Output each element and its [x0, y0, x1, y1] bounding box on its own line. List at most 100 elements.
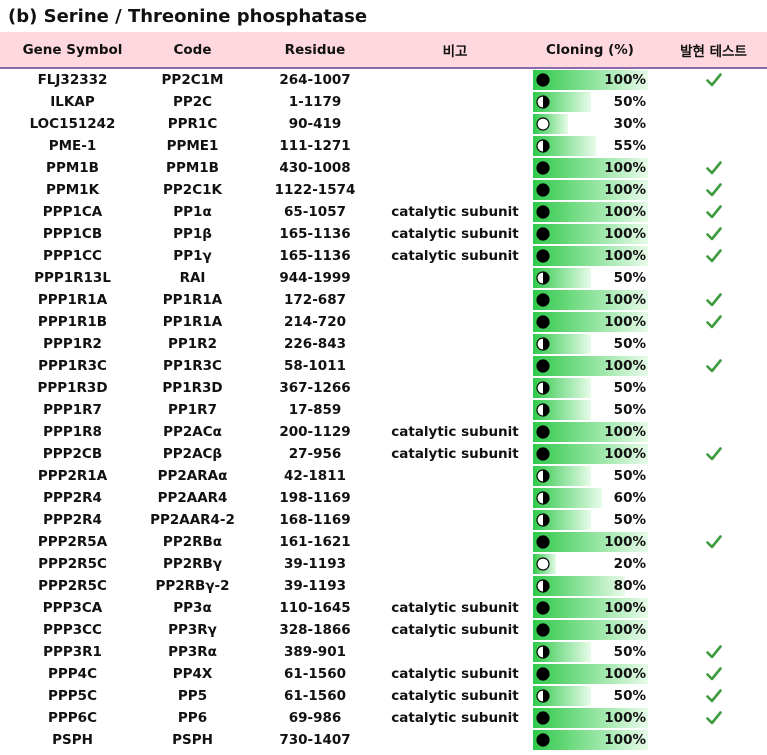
status-icon [536, 337, 550, 351]
cloning-bar [533, 510, 591, 530]
check-path [705, 293, 722, 307]
cell-test [660, 377, 767, 399]
cell-code: PPME1 [166, 138, 219, 154]
table-row: PPP2R4 PP2AAR4-2 168-1169 50% [0, 509, 767, 531]
icon-half [543, 470, 549, 482]
cell-residue: 90-419 [288, 116, 342, 132]
cell-test [660, 531, 767, 553]
cloning-label: 100% [604, 534, 646, 550]
table-row: PPM1K PP2C1K 1122-1574 100% [0, 179, 767, 201]
cloning-bar [533, 708, 648, 728]
cloning-label: 100% [604, 732, 646, 748]
cloning-bar [533, 444, 648, 464]
check-path [705, 535, 722, 549]
icon-half [543, 338, 549, 350]
cloning-label: 50% [613, 380, 646, 396]
cell-test [660, 685, 767, 707]
cloning-bar [533, 378, 591, 398]
check-path [705, 249, 722, 263]
icon-ring [536, 601, 550, 615]
cell-code: PP2C [172, 94, 213, 110]
cloning-label: 100% [604, 248, 646, 264]
cell-note [390, 311, 520, 333]
icon-ring [536, 557, 550, 571]
icon-ring [536, 315, 550, 329]
cell-gene: ILKAP [50, 94, 95, 110]
status-icon [536, 293, 550, 307]
cell-test [660, 597, 767, 619]
cell-cloning: 100% [520, 531, 660, 553]
cell-cloning: 100% [520, 421, 660, 443]
icon-ring [536, 73, 550, 87]
cell-note: catalytic subunit [391, 666, 519, 682]
table-row: FLJ32332 PP2C1M 264-1007 100% [0, 68, 767, 91]
status-icon [536, 183, 550, 197]
cell-note [390, 377, 520, 399]
cloning-label: 30% [613, 116, 646, 132]
cell-cloning: 50% [520, 333, 660, 355]
table-row: PPP2R4 PP2AAR4 198-1169 60% [0, 487, 767, 509]
cloning-label: 50% [613, 270, 646, 286]
cell-test [660, 223, 767, 245]
column-header: 비고 [390, 32, 520, 69]
cell-test [660, 157, 767, 179]
cell-cloning: 100% [520, 355, 660, 377]
check-mark [705, 667, 722, 681]
status-icon [536, 381, 550, 395]
cell-code: RAI [179, 270, 206, 286]
table-row: PPP1CC PP1γ 165-1136 catalytic subunit 100% [0, 245, 767, 267]
cloning-label: 55% [613, 138, 646, 154]
cell-cloning: 80% [520, 575, 660, 597]
table-row: PPP2R5A PP2RBα 161-1621 100% [0, 531, 767, 553]
cell-cloning: 100% [520, 245, 660, 267]
cell-gene: PPP1CC [43, 248, 102, 264]
cell-residue: 65-1057 [284, 204, 346, 220]
cell-test [660, 68, 767, 91]
table-row: PPP1CB PP1β 165-1136 catalytic subunit 100% [0, 223, 767, 245]
table-row: ILKAP PP2C 1-1179 50% [0, 91, 767, 113]
status-icon [536, 271, 550, 285]
cell-code: PP3α [173, 600, 212, 616]
icon-ring [536, 227, 550, 241]
table-row: LOC151242 PPR1C 90-419 30% [0, 113, 767, 135]
check-path [705, 359, 722, 373]
cell-code: PP2ACα [163, 424, 222, 440]
check-mark [705, 73, 722, 87]
cell-code: PP2C1K [163, 182, 222, 198]
status-icon [536, 227, 550, 241]
cell-code: PP2C1M [161, 72, 224, 88]
table-row: PPP1R7 PP1R7 17-859 50% [0, 399, 767, 421]
cloning-label: 100% [604, 292, 646, 308]
cell-test [660, 707, 767, 729]
cell-code: PP1γ [173, 248, 212, 264]
table-row: PPP2R5C PP2RBγ-2 39-1193 80% [0, 575, 767, 597]
cloning-bar [533, 730, 648, 750]
icon-ring [536, 623, 550, 637]
icon-ring [536, 161, 550, 175]
icon-half [543, 272, 549, 284]
cloning-bar [533, 532, 648, 552]
cell-residue: 168-1169 [279, 512, 351, 528]
cell-gene: PPP2R4 [43, 490, 102, 506]
cloning-bar [533, 136, 597, 156]
icon-ring [536, 117, 550, 131]
table-row: PPP1R13L RAI 944-1999 50% [0, 267, 767, 289]
cell-residue: 367-1266 [279, 380, 351, 396]
icon-ring [536, 205, 550, 219]
cell-code: PP1β [173, 226, 212, 242]
cell-cloning: 100% [520, 289, 660, 311]
cell-note [390, 91, 520, 113]
cell-residue: 111-1271 [279, 138, 351, 154]
cell-note [390, 575, 520, 597]
icon-half [543, 96, 549, 108]
cell-gene: PPP1R1B [37, 314, 108, 330]
cell-cloning: 50% [520, 377, 660, 399]
check-path [705, 183, 722, 197]
table-row: PPP1R3C PP1R3C 58-1011 100% [0, 355, 767, 377]
column-header: Gene Symbol [0, 32, 145, 69]
cell-note [390, 487, 520, 509]
check-mark [705, 227, 722, 241]
cloning-label: 100% [604, 226, 646, 242]
cell-gene: PPP3CA [42, 600, 103, 616]
table-body: FLJ32332 PP2C1M 264-1007 100% ILKAP PP2C 1-117… [0, 68, 767, 751]
